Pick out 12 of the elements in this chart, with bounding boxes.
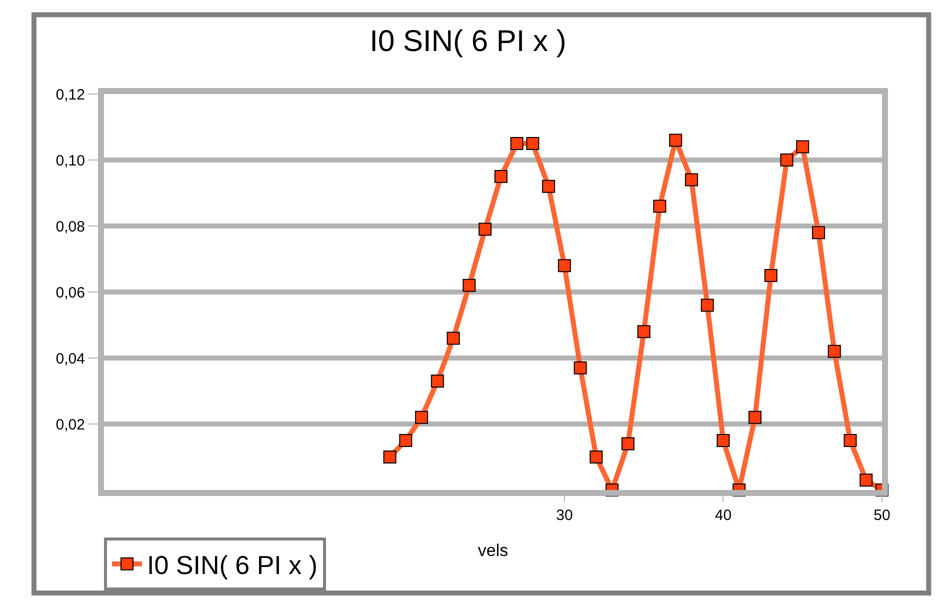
x-tick-label: 30 bbox=[556, 507, 573, 524]
y-tick-label: 0,12 bbox=[56, 86, 85, 104]
chart-title: I0 SIN( 6 PI x ) bbox=[370, 25, 566, 58]
y-tick-label: 0,04 bbox=[56, 350, 85, 368]
y-tick-label: 0,10 bbox=[56, 152, 85, 170]
y-tick-label: 0,08 bbox=[56, 218, 85, 236]
x-tick-label: 40 bbox=[714, 507, 732, 524]
y-tick-label: 0,02 bbox=[56, 416, 85, 434]
x-tick-label: 50 bbox=[874, 507, 890, 524]
y-tick-label: 0,06 bbox=[56, 284, 85, 302]
legend-label: I0 SIN( 6 PI x ) bbox=[147, 550, 318, 580]
x-axis-title: vels bbox=[478, 541, 508, 560]
